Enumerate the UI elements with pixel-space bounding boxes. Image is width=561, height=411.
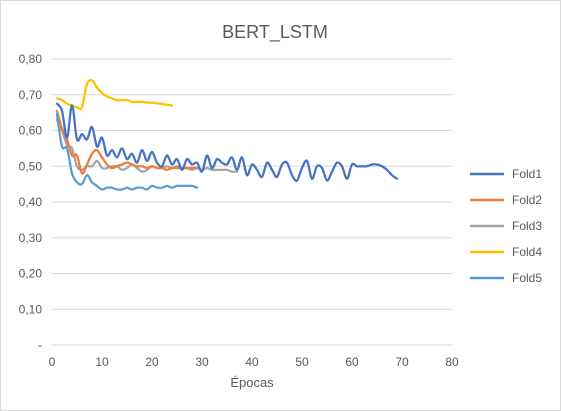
x-tick-label: 60 — [345, 355, 359, 369]
legend-label-fold3: Fold3 — [512, 219, 542, 233]
y-tick-label: - — [38, 338, 42, 352]
series-line-fold4 — [55, 79, 174, 111]
y-tick-label: 0,50 — [19, 159, 43, 173]
y-tick-label: 0,20 — [19, 267, 43, 281]
legend-label-fold5: Fold5 — [512, 271, 542, 285]
legend: Fold1 Fold2 Fold3 Fold4 Fold5 — [470, 167, 542, 285]
x-axis-ticks: 0 10 20 30 40 50 60 70 80 — [49, 355, 459, 369]
legend-label-fold2: Fold2 — [512, 193, 542, 207]
x-tick-label: 30 — [195, 355, 209, 369]
series-lines — [55, 79, 399, 191]
legend-label-fold1: Fold1 — [512, 167, 542, 181]
y-axis-ticks: - 0,10 0,20 0,30 0,40 0,50 0,60 0,70 0,80 — [19, 52, 43, 352]
chart-title: BERT_LSTM — [222, 22, 328, 43]
x-tick-label: 40 — [245, 355, 259, 369]
legend-label-fold4: Fold4 — [512, 245, 542, 259]
series-line-fold5 — [55, 113, 199, 191]
gridlines — [52, 58, 452, 310]
y-tick-label: 0,60 — [19, 124, 43, 138]
y-tick-label: 0,70 — [19, 88, 43, 102]
x-tick-label: 0 — [49, 355, 56, 369]
x-tick-label: 80 — [445, 355, 459, 369]
y-tick-label: 0,30 — [19, 231, 43, 245]
x-tick-label: 50 — [295, 355, 309, 369]
x-tick-label: 70 — [395, 355, 409, 369]
series-line-fold2 — [55, 109, 199, 175]
y-tick-label: 0,80 — [19, 52, 43, 66]
series-line-fold1 — [55, 102, 399, 182]
x-tick-label: 10 — [95, 355, 109, 369]
y-tick-label: 0,10 — [19, 302, 43, 316]
y-tick-label: 0,40 — [19, 195, 43, 209]
x-tick-label: 20 — [145, 355, 159, 369]
x-axis-title: Épocas — [230, 375, 274, 390]
